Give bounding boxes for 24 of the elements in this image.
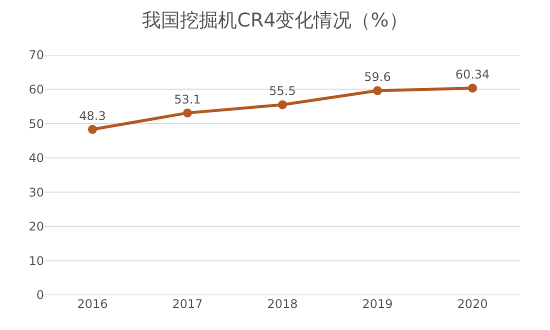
data-label: 59.6 bbox=[364, 70, 391, 84]
y-tick-label: 20 bbox=[28, 220, 44, 234]
point bbox=[88, 124, 97, 134]
x-tick-label: 2017 bbox=[172, 297, 203, 311]
point bbox=[183, 108, 192, 118]
point bbox=[278, 100, 287, 110]
x-tick-label: 2020 bbox=[457, 297, 488, 311]
chart-title: 我国挖掘机CR4变化情况（%） bbox=[142, 10, 408, 32]
y-tick-label: 70 bbox=[28, 48, 44, 62]
x-tick-label: 2016 bbox=[77, 297, 108, 311]
y-tick-label: 40 bbox=[28, 151, 44, 166]
x-tick-label: 2019 bbox=[362, 297, 393, 311]
y-tick-label: 30 bbox=[28, 185, 44, 200]
y-tick-label: 0 bbox=[36, 288, 44, 302]
point bbox=[468, 84, 477, 93]
y-tick-label: 50 bbox=[28, 116, 44, 131]
data-label: 60.34 bbox=[455, 67, 490, 82]
y-tick-label: 10 bbox=[28, 254, 44, 268]
point bbox=[373, 86, 382, 96]
y-tick-label: 60 bbox=[28, 82, 44, 96]
data-label: 48.3 bbox=[79, 108, 106, 123]
data-label: 53.1 bbox=[174, 92, 201, 106]
data-label: 55.5 bbox=[269, 84, 296, 98]
x-tick-label: 2018 bbox=[267, 297, 298, 311]
